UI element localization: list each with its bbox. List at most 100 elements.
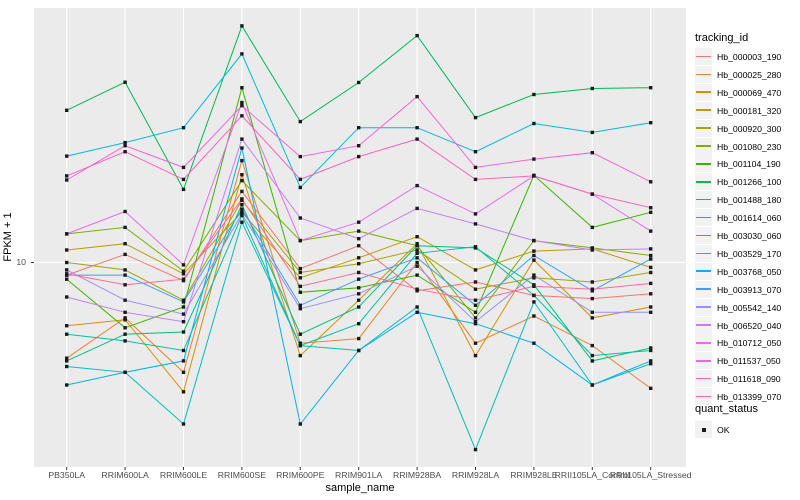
legend-item-Hb_003913_070: Hb_003913_070	[690, 280, 800, 299]
legend-key-swatch	[695, 48, 712, 65]
data-point	[181, 370, 186, 374]
data-points	[65, 24, 653, 452]
legend-key-swatch	[695, 298, 712, 316]
data-point	[240, 137, 244, 141]
data-point	[649, 305, 653, 309]
legend-key-swatch	[695, 191, 712, 209]
legend-line-icon	[696, 180, 711, 183]
legend-key-swatch	[695, 173, 712, 191]
data-point	[357, 126, 361, 130]
legend-item-label: Hb_001104_190	[717, 159, 781, 170]
data-point	[590, 296, 594, 301]
data-point	[473, 322, 478, 326]
data-point	[65, 108, 69, 112]
data-point	[649, 359, 653, 363]
x-tick-label-RRII105LA_Control: RRII105LA_Control	[554, 470, 630, 480]
x-tick-label-RRIM600SE: RRIM600SE	[217, 470, 267, 480]
legend-line-icon	[696, 91, 711, 94]
x-tick-label-RRIM901LA: RRIM901LA	[335, 470, 383, 480]
data-point	[240, 52, 244, 56]
data-point	[649, 348, 653, 353]
legend-key-swatch	[695, 334, 712, 352]
data-point	[181, 126, 186, 130]
data-point	[415, 235, 419, 239]
legend-key-swatch	[695, 83, 712, 101]
data-point	[590, 280, 594, 284]
data-point	[473, 268, 478, 272]
legend-item-label: Hb_013399_070	[717, 392, 782, 403]
legend-key-swatch	[695, 227, 712, 244]
data-point	[590, 246, 594, 250]
data-point	[415, 137, 419, 141]
data-point	[473, 303, 478, 307]
data-point	[473, 177, 478, 182]
x-tick-label-RRIM928LE: RRIM928LE	[510, 470, 558, 480]
data-point	[649, 270, 653, 275]
data-point	[357, 244, 361, 248]
data-point	[123, 316, 127, 320]
data-point	[181, 330, 186, 334]
data-point	[65, 268, 69, 272]
legend-line-icon	[696, 234, 711, 237]
legend-line-icon	[696, 145, 711, 147]
legend-key-swatch	[695, 244, 712, 262]
legend-item-Hb_000920_300: Hb_000920_300	[690, 119, 800, 138]
data-point	[240, 189, 244, 194]
data-point	[649, 253, 653, 258]
data-point	[357, 237, 361, 241]
legend-key-swatch	[695, 388, 712, 406]
legend-key-swatch	[695, 119, 712, 137]
legend-item-Hb_003030_060: Hb_003030_060	[690, 227, 800, 245]
data-point	[649, 257, 653, 261]
legend-item-label: Hb_003768_050	[717, 266, 782, 277]
data-point	[649, 310, 653, 314]
data-point	[415, 244, 419, 248]
data-point	[415, 248, 419, 252]
data-point	[123, 318, 127, 322]
legend-title-tracking-id: tracking_id	[695, 32, 749, 44]
data-point	[65, 359, 69, 363]
data-point	[298, 284, 302, 288]
legend-item-label: Hb_001614_060	[717, 213, 782, 224]
data-point	[123, 80, 127, 84]
data-point	[181, 348, 186, 353]
data-point	[473, 287, 478, 291]
data-point	[65, 248, 69, 252]
legend-item-label: Hb_000181_320	[717, 105, 782, 116]
data-point	[357, 80, 361, 85]
data-point	[649, 247, 653, 251]
legend-key-swatch	[695, 262, 712, 280]
data-point	[415, 256, 419, 260]
data-point	[123, 298, 127, 302]
data-point	[590, 353, 594, 358]
legend-item-Hb_011618_090: Hb_011618_090	[690, 370, 800, 388]
data-point	[298, 290, 302, 294]
data-point	[123, 339, 127, 343]
data-point	[65, 364, 69, 369]
legend-item-Hb_013399_070: Hb_013399_070	[690, 388, 800, 406]
legend-line-icon	[696, 377, 711, 380]
data-point	[415, 183, 419, 188]
x-axis-title: sample_name	[325, 482, 395, 494]
data-point	[298, 266, 302, 271]
data-point	[357, 262, 361, 266]
data-point	[532, 238, 536, 243]
data-point	[649, 206, 653, 210]
legend-line-icon	[696, 163, 711, 165]
data-point	[357, 144, 361, 148]
legend-item-Hb_000003_190: Hb_000003_190	[690, 48, 800, 66]
data-point	[240, 173, 244, 177]
legend-key-swatch	[695, 370, 712, 388]
legend-item-label: Hb_011537_050	[717, 356, 781, 367]
data-point	[298, 177, 302, 182]
data-point	[181, 272, 186, 276]
data-point	[298, 303, 302, 307]
data-point	[240, 212, 244, 216]
data-point	[415, 126, 419, 130]
legend-key-swatch	[695, 316, 712, 334]
legend-item-Hb_005542_140: Hb_005542_140	[690, 298, 800, 317]
data-point	[590, 343, 594, 348]
data-point	[532, 121, 536, 126]
legend-line-icon	[696, 252, 711, 255]
